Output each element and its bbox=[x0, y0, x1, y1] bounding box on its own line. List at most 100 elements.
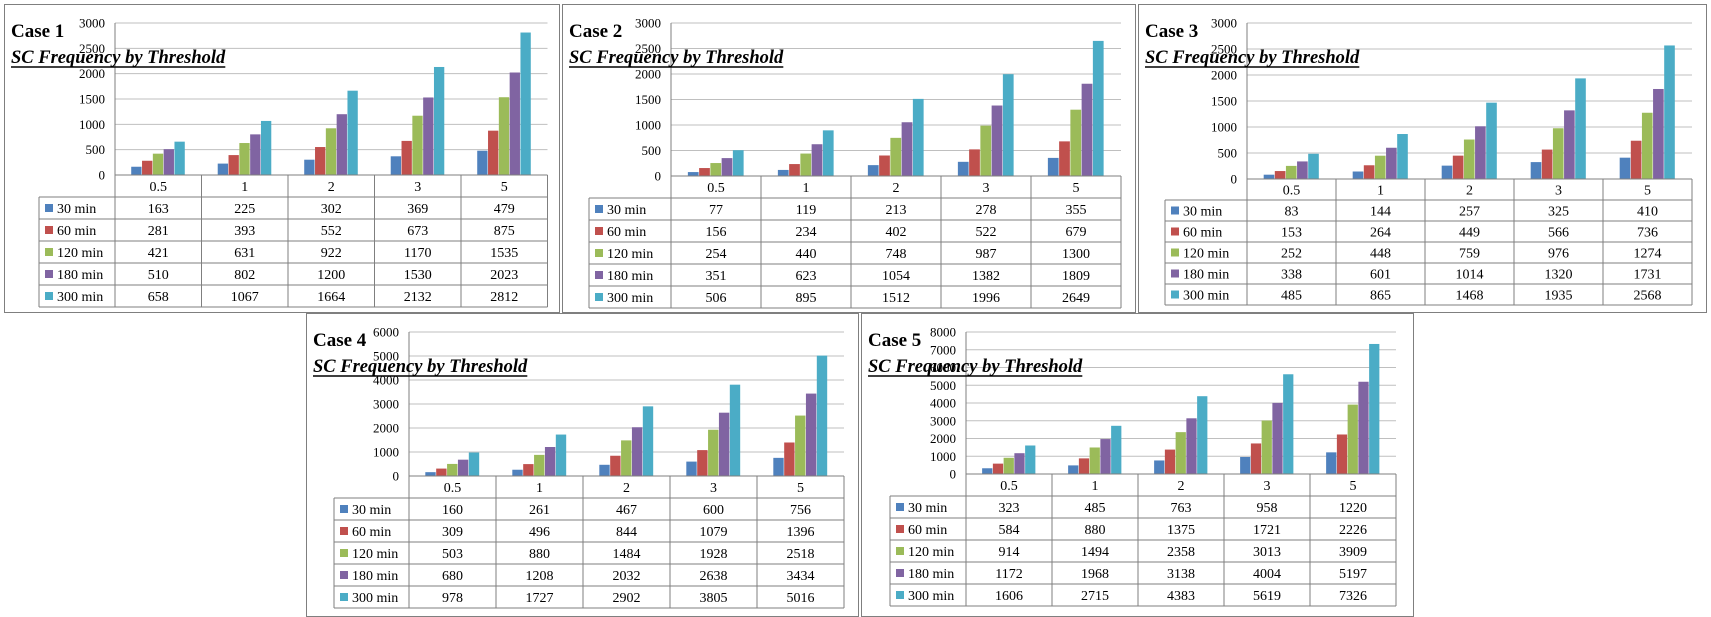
table-cell: 77 bbox=[709, 203, 723, 218]
bar bbox=[1240, 456, 1251, 474]
bar bbox=[631, 427, 643, 476]
bar bbox=[142, 160, 153, 175]
bar bbox=[686, 461, 697, 476]
bar bbox=[822, 130, 834, 176]
table-cell: 802 bbox=[234, 268, 255, 283]
x-category-label: 2 bbox=[623, 481, 630, 496]
bar bbox=[729, 384, 741, 476]
bar bbox=[708, 429, 719, 476]
legend-label: 300 min bbox=[57, 290, 103, 305]
x-category-label: 2 bbox=[1466, 184, 1473, 199]
table-cell: 302 bbox=[321, 202, 342, 217]
table-cell: 880 bbox=[1085, 523, 1106, 538]
chart-svg: 0 500 1000 1500 2000 2500 3000 Case 2 SC Frequen… bbox=[569, 16, 1122, 309]
table-cell: 895 bbox=[796, 291, 817, 306]
table-cell: 1664 bbox=[317, 290, 345, 305]
y-tick-label: 1000 bbox=[930, 449, 956, 464]
bar bbox=[304, 159, 315, 175]
bar bbox=[1363, 165, 1375, 179]
legend-key bbox=[1171, 227, 1179, 236]
bar bbox=[509, 72, 520, 175]
legend-label: 30 min bbox=[352, 503, 391, 518]
table-cell: 7326 bbox=[1339, 589, 1367, 604]
x-category-label: 1 bbox=[241, 180, 248, 195]
bar bbox=[336, 114, 347, 175]
table-cell: 278 bbox=[976, 203, 997, 218]
table-cell: 1928 bbox=[700, 547, 728, 562]
chart-panel-case-3: 0 500 1000 1500 2000 2500 3000 Case 3 SC Frequen… bbox=[1138, 4, 1707, 313]
table-cell: 522 bbox=[976, 225, 997, 240]
table-cell: 440 bbox=[796, 247, 817, 262]
bar bbox=[1575, 78, 1586, 179]
legend-label: 180 min bbox=[1183, 268, 1229, 283]
table-cell: 5016 bbox=[787, 591, 815, 606]
bar bbox=[534, 454, 545, 476]
bar bbox=[1475, 126, 1486, 179]
table-cell: 393 bbox=[234, 224, 255, 239]
bar bbox=[239, 143, 250, 175]
table-cell: 506 bbox=[706, 291, 727, 306]
bar bbox=[721, 158, 733, 176]
table-cell: 2518 bbox=[787, 547, 815, 562]
bar bbox=[699, 168, 710, 176]
x-category-label: 0.5 bbox=[150, 180, 168, 195]
bar bbox=[1002, 74, 1014, 176]
x-category-label: 1 bbox=[536, 481, 543, 496]
table-cell: 4004 bbox=[1253, 567, 1281, 582]
table-cell: 1468 bbox=[1456, 289, 1484, 304]
table-cell: 958 bbox=[1257, 501, 1278, 516]
table-cell: 2638 bbox=[700, 569, 728, 584]
bar bbox=[1358, 381, 1369, 474]
legend-label: 300 min bbox=[352, 591, 398, 606]
y-tick-label: 3000 bbox=[635, 16, 661, 31]
bar bbox=[447, 463, 458, 476]
legend-label: 180 min bbox=[352, 569, 398, 584]
y-tick-label: 1500 bbox=[79, 92, 105, 107]
table-cell: 369 bbox=[407, 202, 428, 217]
legend-label: 60 min bbox=[57, 224, 96, 239]
table-cell: 1375 bbox=[1167, 523, 1195, 538]
table-cell: 978 bbox=[442, 591, 463, 606]
bar bbox=[800, 153, 812, 176]
bar bbox=[163, 149, 174, 175]
bar bbox=[1641, 112, 1653, 179]
bar bbox=[789, 164, 800, 176]
y-tick-label: 3000 bbox=[1211, 16, 1237, 31]
table-cell: 2358 bbox=[1167, 545, 1195, 560]
x-category-label: 5 bbox=[1644, 184, 1651, 199]
bar bbox=[912, 98, 924, 176]
bar bbox=[1564, 110, 1575, 179]
table-cell: 1935 bbox=[1545, 289, 1573, 304]
table-cell: 2032 bbox=[613, 569, 641, 584]
table-cell: 1484 bbox=[613, 547, 641, 562]
y-tick-label: 2500 bbox=[79, 41, 105, 56]
bar bbox=[228, 155, 239, 175]
table-cell: 922 bbox=[321, 246, 342, 261]
legend-label: 180 min bbox=[57, 268, 103, 283]
legend-label: 60 min bbox=[352, 525, 391, 540]
bar bbox=[260, 120, 272, 175]
y-tick-label: 7000 bbox=[930, 342, 956, 357]
table-cell: 4383 bbox=[1167, 589, 1195, 604]
bar bbox=[412, 115, 423, 175]
table-cell: 844 bbox=[616, 525, 637, 540]
chart-panel-case-1: 0 500 1000 1500 2000 2500 3000 Case 1 SC Frequen… bbox=[4, 4, 560, 313]
y-tick-label: 500 bbox=[642, 143, 662, 158]
table-cell: 623 bbox=[796, 269, 817, 284]
legend-label: 300 min bbox=[607, 291, 653, 306]
bar bbox=[816, 355, 828, 476]
table-cell: 1396 bbox=[787, 525, 815, 540]
legend-label: 120 min bbox=[57, 246, 103, 261]
bar bbox=[982, 468, 993, 474]
table-cell: 987 bbox=[976, 247, 997, 262]
chart-subtitle: SC Frequency by Threshold bbox=[1145, 48, 1360, 68]
bar bbox=[152, 153, 164, 175]
table-cell: 1172 bbox=[995, 567, 1022, 582]
bar bbox=[1089, 447, 1100, 474]
table-cell: 880 bbox=[529, 547, 550, 562]
legend-label: 60 min bbox=[607, 225, 646, 240]
bar bbox=[1186, 418, 1197, 474]
table-cell: 264 bbox=[1370, 226, 1391, 241]
table-cell: 584 bbox=[999, 523, 1020, 538]
bar bbox=[477, 150, 488, 175]
